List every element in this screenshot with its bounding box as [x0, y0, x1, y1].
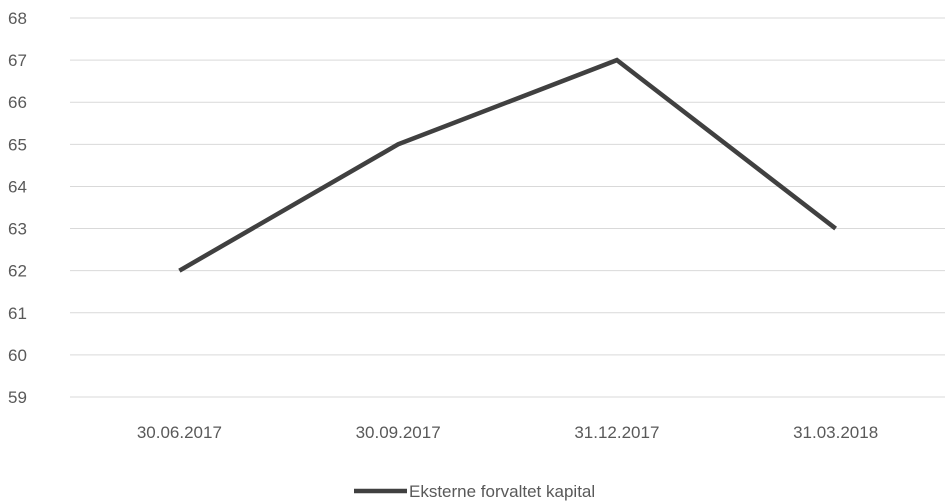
y-tick-label: 68	[8, 9, 27, 28]
gridlines	[70, 17, 945, 398]
x-tick-label: 31.12.2017	[574, 423, 659, 442]
y-tick-label: 66	[8, 93, 27, 112]
x-tick-label: 30.09.2017	[356, 423, 441, 442]
y-tick-label: 62	[8, 262, 27, 281]
y-tick-label: 64	[8, 177, 27, 196]
x-axis-ticks: 30.06.2017 30.09.2017 31.12.2017 31.03.2018	[137, 423, 878, 442]
y-tick-label: 61	[8, 304, 27, 323]
y-axis-ticks: 59 60 61 62 63 64 65 66 67 68	[8, 9, 27, 407]
series-line	[178, 57, 837, 273]
series-layer	[178, 57, 837, 273]
legend-label: Eksterne forvaltet kapital	[409, 482, 595, 501]
y-tick-label: 65	[8, 135, 27, 154]
y-tick-label: 59	[8, 388, 27, 407]
x-tick-label: 31.03.2018	[793, 423, 878, 442]
x-tick-label: 30.06.2017	[137, 423, 222, 442]
y-tick-label: 60	[8, 346, 27, 365]
y-tick-label: 63	[8, 220, 27, 239]
legend: Eksterne forvaltet kapital	[354, 482, 595, 501]
y-tick-label: 67	[8, 51, 27, 70]
